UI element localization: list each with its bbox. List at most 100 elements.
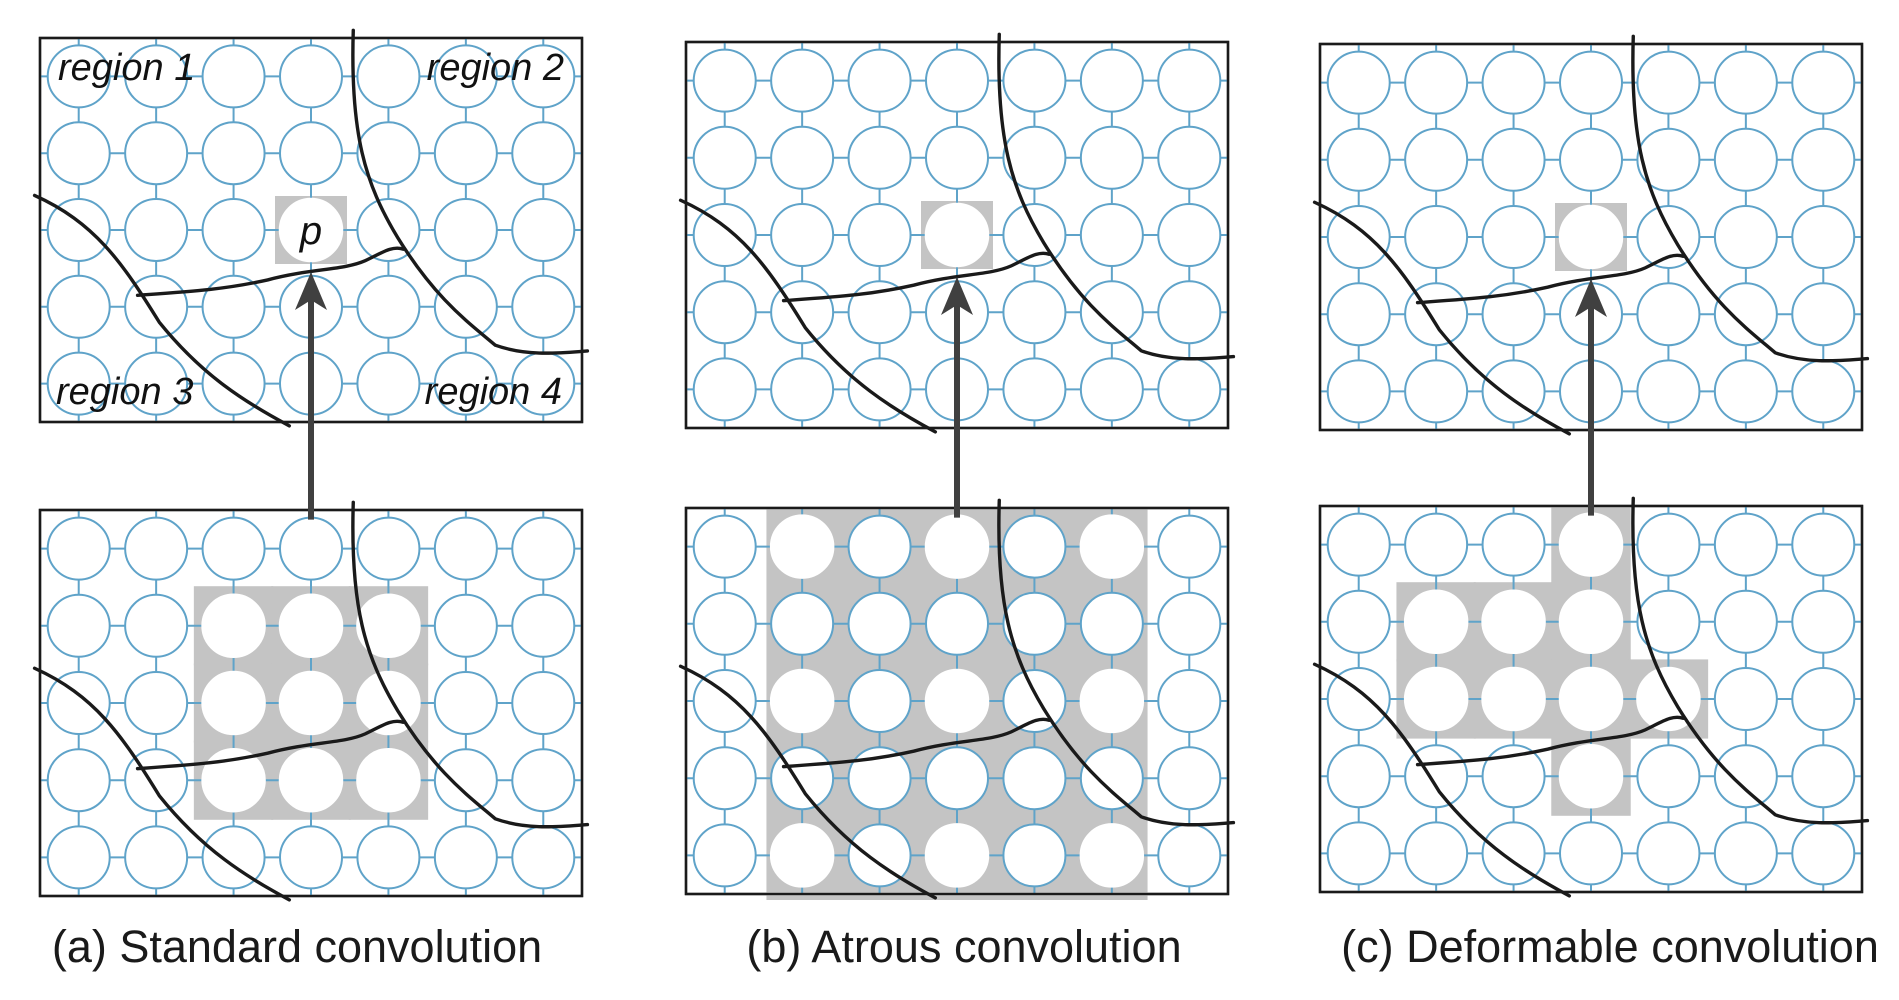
grid-node (1481, 50, 1546, 115)
output-nodes (1326, 50, 1856, 424)
caption-atrous-convolution: (b) Atrous convolution (746, 921, 1181, 972)
grid-node (433, 516, 498, 581)
grid-node (1791, 282, 1856, 347)
grid-node (46, 748, 111, 813)
input-nodes (1326, 512, 1856, 886)
grid-node (124, 593, 189, 658)
region-boundary-left (1312, 662, 1572, 898)
grid-node (692, 48, 757, 113)
arrow-up (941, 277, 973, 518)
input-nodes (46, 516, 576, 890)
grid-node (847, 514, 912, 579)
sampled-node (924, 823, 990, 888)
grid-node (1326, 512, 1391, 577)
region-label-2: region 2 (427, 47, 564, 89)
grid-node (201, 198, 266, 262)
grid-node (511, 825, 576, 890)
grid-node (124, 671, 189, 735)
grid-node (770, 125, 835, 190)
grid-node (847, 669, 912, 733)
grid-node (511, 121, 576, 186)
grid-node (1002, 746, 1067, 811)
grid-node (511, 198, 576, 262)
grid-node (847, 125, 912, 190)
grid-node (433, 351, 498, 416)
grid-node (279, 516, 343, 581)
region-boundary-right (1631, 496, 1870, 825)
grid-node (1157, 591, 1222, 656)
output-point-p (924, 202, 990, 268)
panel-c (1312, 34, 1870, 898)
grid-node (1404, 821, 1469, 886)
sampled-node (356, 593, 421, 659)
grid-node (1079, 357, 1144, 422)
grid-node (124, 121, 189, 186)
grid-node (433, 825, 498, 890)
grid-node (1157, 203, 1222, 267)
sampled-node (278, 747, 344, 813)
grid-node (356, 121, 421, 186)
grid-node (511, 671, 576, 735)
grid-node (925, 48, 989, 113)
sampled-node (924, 668, 990, 734)
panel-b (678, 32, 1236, 900)
grid-node (692, 357, 757, 422)
grid-node (847, 591, 912, 656)
grid-node (1326, 50, 1391, 115)
grid-node (1404, 50, 1469, 115)
grid-node (279, 121, 343, 186)
arrow-up (295, 272, 327, 520)
region-boundary-middle (1415, 715, 1685, 767)
grid-node (1713, 282, 1778, 347)
grid-node (925, 125, 989, 190)
input-feature-map (32, 500, 590, 902)
grid-node (1791, 50, 1856, 115)
grid-node (201, 825, 266, 890)
grid-node (1713, 512, 1778, 577)
grid-node (692, 823, 757, 888)
grid-node (356, 44, 421, 109)
grid-node (1079, 203, 1144, 267)
output-region-boundaries (32, 28, 590, 428)
grid-node (46, 671, 111, 735)
output-feature-map (1312, 34, 1870, 436)
grid-node (201, 121, 266, 186)
grid-node (1791, 589, 1856, 654)
grid-node (1791, 821, 1856, 886)
grid-node (1079, 125, 1144, 190)
sampled-node (1558, 743, 1624, 809)
grid-node (124, 198, 189, 262)
grid-node (511, 44, 576, 109)
grid-node (1404, 127, 1469, 192)
grid-node (847, 746, 912, 811)
grid-node (692, 203, 757, 267)
panel-a: p region 1 region 2 region 3 region 4 (32, 28, 590, 902)
grid-node (1326, 821, 1391, 886)
region-boundary-left (678, 664, 938, 900)
grid-node (1404, 205, 1469, 269)
grid-node (124, 351, 189, 416)
grid-node (692, 514, 757, 579)
region-boundary-right (351, 28, 590, 355)
grid-node (1404, 359, 1469, 424)
region-label-1: region 1 (58, 47, 195, 89)
sampled-node (201, 593, 266, 659)
sampled-node (769, 514, 835, 579)
region-boundary-left (32, 193, 292, 428)
grid-node (1326, 205, 1391, 269)
grid-node (847, 357, 912, 422)
grid-node (511, 748, 576, 813)
region-boundary-middle (781, 717, 1051, 769)
grid-node (1636, 127, 1701, 192)
region-boundary-middle (781, 251, 1051, 303)
grid-node (1636, 359, 1701, 424)
grid-node (1481, 205, 1546, 269)
grid-node (1713, 589, 1778, 654)
region-boundary-left (32, 666, 292, 902)
grid-node (1157, 48, 1222, 113)
grid-node (1002, 125, 1067, 190)
grid-node (46, 351, 111, 416)
grid-node (124, 44, 189, 109)
grid-node (46, 825, 111, 890)
